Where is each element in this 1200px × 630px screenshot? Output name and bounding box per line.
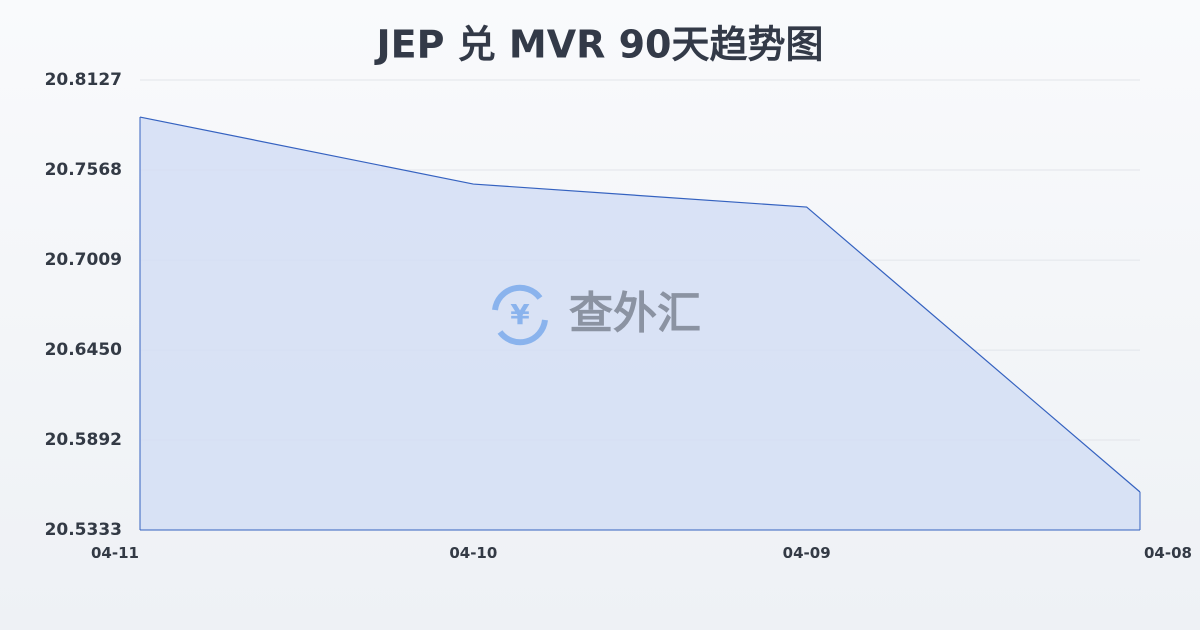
- line: [139, 116, 1141, 493]
- y-tick-label: 20.8127: [45, 70, 122, 90]
- x-tick-label: 04-09: [783, 544, 831, 562]
- plot-area: 20.5333 20.5892 20.6450 20.7009 20.7568 20.81…: [45, 70, 1192, 562]
- y-tick-label: 20.7009: [45, 250, 122, 270]
- y-tick-label: 20.7568: [45, 160, 122, 180]
- watermark-icon: ¥: [492, 284, 548, 346]
- x-tick-label: 04-10: [449, 544, 497, 562]
- x-tick-label: 04-08: [1144, 544, 1192, 562]
- y-tick-label: 20.5333: [45, 520, 122, 540]
- x-tick-label: 04-11: [91, 544, 139, 562]
- y-tick-label: 20.5892: [45, 430, 122, 450]
- y-tick-label: 20.6450: [45, 340, 123, 360]
- watermark: 查外汇: [569, 288, 701, 339]
- area: [140, 117, 1140, 530]
- svg-text:¥: ¥: [510, 298, 530, 331]
- chart-title: JEP 兑 MVR 90天趋势图: [373, 23, 823, 67]
